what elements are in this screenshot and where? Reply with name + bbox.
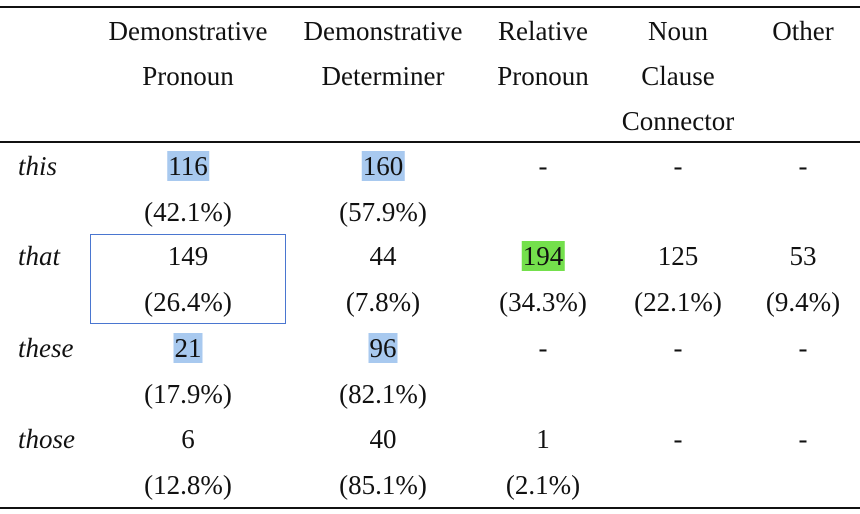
cell-count: 160: [361, 150, 405, 182]
count-text: 53: [789, 241, 817, 271]
cell-count: -: [538, 332, 549, 364]
column-header: Determiner: [321, 61, 445, 91]
count-text: -: [538, 151, 548, 181]
cell-percent: (57.9%): [339, 197, 427, 227]
column-header: Noun: [648, 16, 708, 46]
cell-count: -: [798, 150, 809, 182]
cell-count: 125: [657, 240, 700, 272]
column-header: Demonstrative: [108, 16, 268, 46]
cell-percent: (82.1%): [339, 379, 427, 409]
count-text: 125: [657, 241, 699, 271]
cell-count: 96: [368, 332, 398, 364]
cell-percent: (7.8%): [345, 287, 421, 317]
cell-count: 21: [173, 332, 203, 364]
column-header: Pronoun: [142, 61, 234, 91]
cell-percent: (26.4%): [144, 287, 232, 317]
cell-percent: (22.1%): [634, 287, 722, 317]
count-text: 96: [368, 333, 398, 363]
count-text: 149: [167, 241, 209, 271]
count-text: -: [673, 151, 683, 181]
cell-box: [90, 234, 286, 324]
cell-count: 149: [167, 240, 210, 272]
header-rule: [0, 141, 860, 143]
cell-percent: (12.8%): [144, 470, 232, 500]
count-text: 194: [521, 241, 565, 271]
column-header: Relative: [498, 16, 588, 46]
top-rule: [0, 6, 860, 8]
cell-count: 116: [167, 150, 209, 182]
row-label: those: [18, 424, 75, 454]
column-header: Pronoun: [497, 61, 589, 91]
cell-percent: (34.3%): [499, 287, 587, 317]
column-header: Clause: [641, 61, 715, 91]
cell-percent: (2.1%): [505, 470, 581, 500]
cell-percent: (17.9%): [144, 379, 232, 409]
cell-count: 53: [789, 240, 818, 272]
row-label: this: [18, 151, 58, 181]
cell-count: -: [673, 423, 684, 455]
count-text: -: [798, 333, 808, 363]
count-text: -: [673, 424, 683, 454]
cell-count: 6: [180, 423, 196, 455]
cell-percent: (42.1%): [144, 197, 232, 227]
cell-count: 40: [369, 423, 398, 455]
count-text: 40: [369, 424, 397, 454]
cell-count: -: [673, 150, 684, 182]
cell-count: -: [798, 332, 809, 364]
count-text: -: [798, 424, 808, 454]
cell-percent: (85.1%): [339, 470, 427, 500]
cell-count: 44: [369, 240, 398, 272]
count-text: 21: [173, 333, 203, 363]
count-text: 160: [361, 151, 405, 181]
count-text: -: [538, 333, 548, 363]
cell-count: -: [798, 423, 809, 455]
row-label: these: [18, 333, 74, 363]
cell-percent: (9.4%): [765, 287, 841, 317]
column-header: Connector: [621, 106, 735, 136]
count-text: -: [673, 333, 683, 363]
count-text: 44: [369, 241, 397, 271]
count-text: 1: [536, 424, 550, 454]
cell-count: 1: [535, 423, 551, 455]
column-header: Other: [772, 16, 834, 46]
cell-count: -: [673, 332, 684, 364]
count-text: 6: [181, 424, 195, 454]
column-header: Demonstrative: [303, 16, 463, 46]
cell-count: -: [538, 150, 549, 182]
count-text: -: [798, 151, 808, 181]
bottom-rule: [0, 507, 860, 509]
count-text: 116: [167, 151, 209, 181]
row-label: that: [18, 241, 61, 271]
cell-count: 194: [521, 240, 565, 272]
